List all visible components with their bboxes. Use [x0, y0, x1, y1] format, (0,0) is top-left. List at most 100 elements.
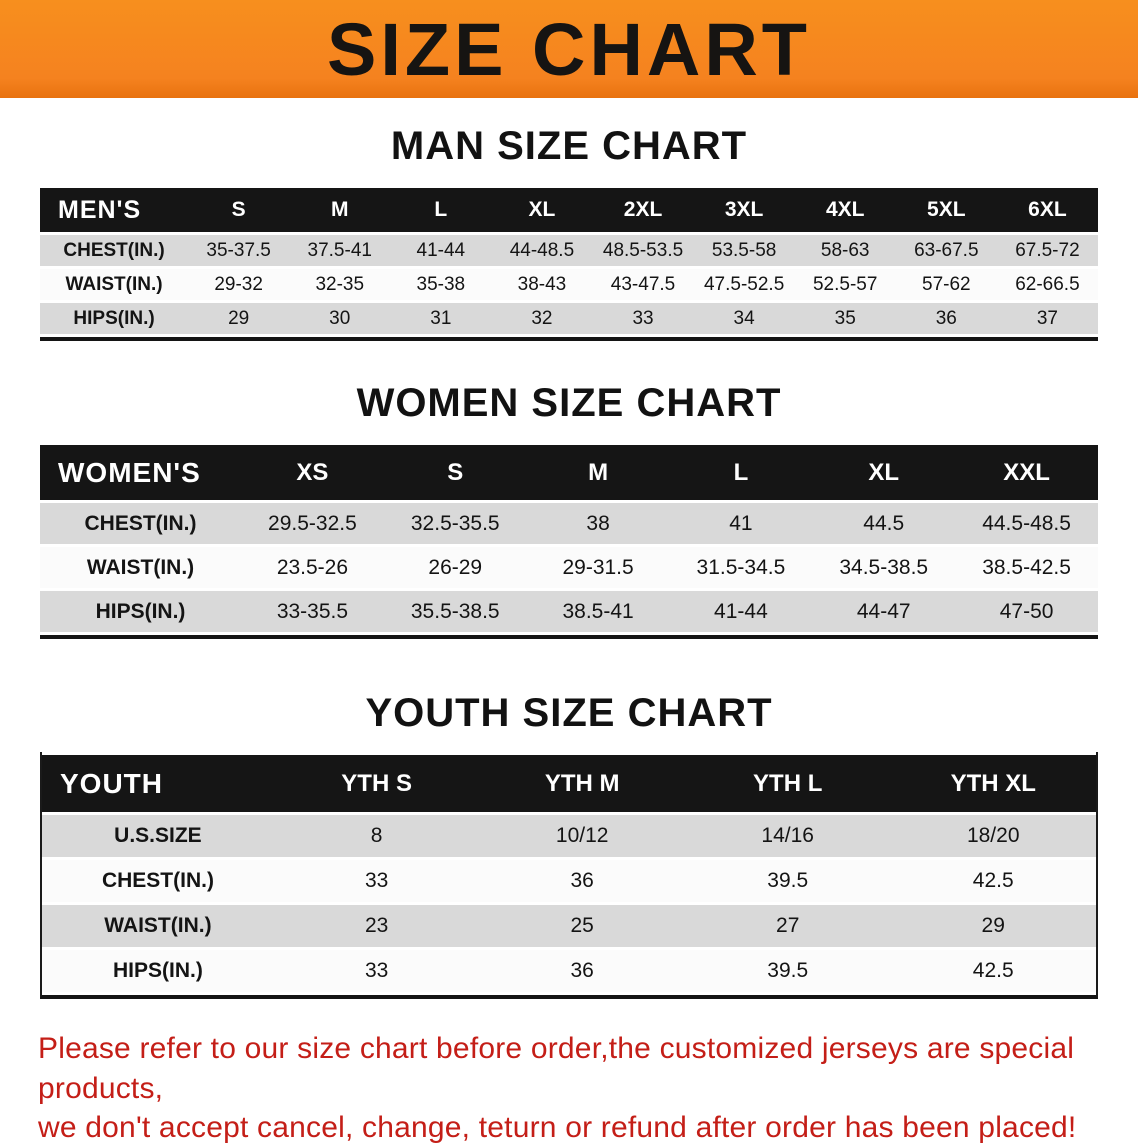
table-cell: 33	[592, 303, 694, 334]
size-column-header: 5XL	[895, 188, 997, 232]
table-cell: 35-38	[390, 269, 492, 300]
table-cell: 32-35	[289, 269, 391, 300]
size-column-header: L	[669, 445, 813, 500]
row-label: CHEST(IN.)	[40, 503, 242, 544]
table-cell: 44-47	[812, 591, 956, 632]
table-cell: 32.5-35.5	[383, 503, 527, 544]
table-cell: 39.5	[684, 860, 891, 902]
disclaimer-line-2: we don't accept cancel, change, teturn o…	[38, 1111, 1077, 1145]
table-cell: 62-66.5	[996, 269, 1098, 300]
table-cell: 39.5	[684, 950, 891, 992]
size-chart-banner: SIZE CHART	[0, 0, 1138, 98]
table-header-row: YOUTH YTH S YTH M YTH L YTH XL	[42, 755, 1096, 812]
table-cell: 38-43	[491, 269, 593, 300]
table-cell: 42.5	[890, 950, 1096, 992]
table-row: WAIST(IN.) 23.5-26 26-29 29-31.5 31.5-34.5 34…	[40, 547, 1098, 588]
table-cell: 31.5-34.5	[669, 547, 813, 588]
size-column-header: S	[188, 188, 290, 232]
table-cell: 34	[693, 303, 795, 334]
table-cell: 41-44	[390, 235, 492, 266]
table-cell: 48.5-53.5	[592, 235, 694, 266]
table-cell: 38.5-42.5	[955, 547, 1098, 588]
table-cell: 37	[996, 303, 1098, 334]
row-label: WAIST(IN.)	[40, 269, 189, 300]
table-cell: 47-50	[955, 591, 1098, 632]
row-label: HIPS(IN.)	[42, 950, 274, 992]
table-row: HIPS(IN.) 33-35.5 35.5-38.5 38.5-41 41-44 44-…	[40, 591, 1098, 632]
table-cell: 67.5-72	[996, 235, 1098, 266]
table-cell: 58-63	[794, 235, 896, 266]
table-cell: 33-35.5	[241, 591, 384, 632]
size-column-header: L	[390, 188, 492, 232]
size-column-header: YTH M	[479, 755, 685, 812]
table-cell: 41	[669, 503, 813, 544]
disclaimer-line-1: Please refer to our size chart before or…	[38, 1032, 1075, 1105]
table-cell: 41-44	[669, 591, 813, 632]
table-title-cell: WOMEN'S	[40, 445, 242, 500]
table-row: CHEST(IN.) 35-37.5 37.5-41 41-44 44-48.5 48.5…	[40, 235, 1098, 266]
size-column-header: XL	[812, 445, 956, 500]
table-title-cell: YOUTH	[42, 755, 274, 812]
table-cell: 29.5-32.5	[241, 503, 384, 544]
table-cell: 42.5	[890, 860, 1096, 902]
table-cell: 33	[273, 950, 480, 992]
table-cell: 35-37.5	[188, 235, 290, 266]
table-cell: 44.5	[812, 503, 956, 544]
table-cell: 29	[890, 905, 1096, 947]
row-label: CHEST(IN.)	[42, 860, 274, 902]
table-cell: 36	[479, 950, 685, 992]
size-table: YOUTH YTH S YTH M YTH L YTH XL U.S.SIZE 8 10/12…	[42, 752, 1096, 995]
table-cell: 23	[273, 905, 480, 947]
man-section-heading: MAN SIZE CHART	[390, 124, 748, 168]
table-cell: 25	[479, 905, 685, 947]
table-header-row: WOMEN'S XS S M L XL XXL	[40, 445, 1098, 500]
table-cell: 35.5-38.5	[383, 591, 527, 632]
size-column-header: M	[289, 188, 391, 232]
table-cell: 38.5-41	[526, 591, 670, 632]
table-cell: 10/12	[479, 815, 685, 857]
table-row: WAIST(IN.) 29-32 32-35 35-38 38-43 43-47.5 47.…	[40, 269, 1098, 300]
table-cell: 47.5-52.5	[693, 269, 795, 300]
youth-section-heading: YOUTH SIZE CHART	[365, 691, 773, 735]
table-cell: 36	[895, 303, 997, 334]
size-column-header: YTH L	[684, 755, 891, 812]
table-row: HIPS(IN.) 33 36 39.5 42.5	[42, 950, 1096, 992]
table-row: HIPS(IN.) 29 30 31 32 33 34 35 36 37	[40, 303, 1098, 334]
table-row: U.S.SIZE 8 10/12 14/16 18/20	[42, 815, 1096, 857]
men-size-table: MEN'S S M L XL 2XL 3XL 4XL 5XL 6XL CHEST(IN.) 35-37…	[40, 185, 1098, 341]
size-column-header: M	[526, 445, 670, 500]
table-cell: 30	[289, 303, 391, 334]
row-label: CHEST(IN.)	[40, 235, 189, 266]
table-cell: 35	[794, 303, 896, 334]
row-label: HIPS(IN.)	[40, 303, 189, 334]
table-cell: 37.5-41	[289, 235, 391, 266]
table-cell: 29-32	[188, 269, 290, 300]
table-cell: 26-29	[383, 547, 527, 588]
size-column-header: 2XL	[592, 188, 694, 232]
table-cell: 27	[684, 905, 891, 947]
table-cell: 53.5-58	[693, 235, 795, 266]
table-cell: 63-67.5	[895, 235, 997, 266]
size-column-header: S	[383, 445, 527, 500]
table-header-row: MEN'S S M L XL 2XL 3XL 4XL 5XL 6XL	[40, 188, 1098, 232]
table-cell: 57-62	[895, 269, 997, 300]
table-cell: 29	[188, 303, 290, 334]
table-cell: 36	[479, 860, 685, 902]
row-label: WAIST(IN.)	[40, 547, 242, 588]
table-row: WAIST(IN.) 23 25 27 29	[42, 905, 1096, 947]
table-cell: 34.5-38.5	[812, 547, 956, 588]
size-column-header: 3XL	[693, 188, 795, 232]
size-column-header: YTH S	[273, 755, 480, 812]
row-label: WAIST(IN.)	[42, 905, 274, 947]
youth-size-table: YOUTH YTH S YTH M YTH L YTH XL U.S.SIZE 8 10/12…	[40, 752, 1098, 999]
women-size-table: WOMEN'S XS S M L XL XXL CHEST(IN.) 29.5-32.5 32.5…	[40, 442, 1098, 639]
table-cell: 23.5-26	[241, 547, 384, 588]
women-section-heading: WOMEN SIZE CHART	[356, 381, 782, 425]
table-cell: 44.5-48.5	[955, 503, 1098, 544]
size-column-header: XXL	[955, 445, 1098, 500]
table-cell: 18/20	[890, 815, 1096, 857]
size-table: MEN'S S M L XL 2XL 3XL 4XL 5XL 6XL CHEST(IN.) 35-37…	[40, 185, 1098, 337]
table-cell: 32	[491, 303, 593, 334]
table-row: CHEST(IN.) 29.5-32.5 32.5-35.5 38 41 44.5 44.5…	[40, 503, 1098, 544]
table-row: CHEST(IN.) 33 36 39.5 42.5	[42, 860, 1096, 902]
